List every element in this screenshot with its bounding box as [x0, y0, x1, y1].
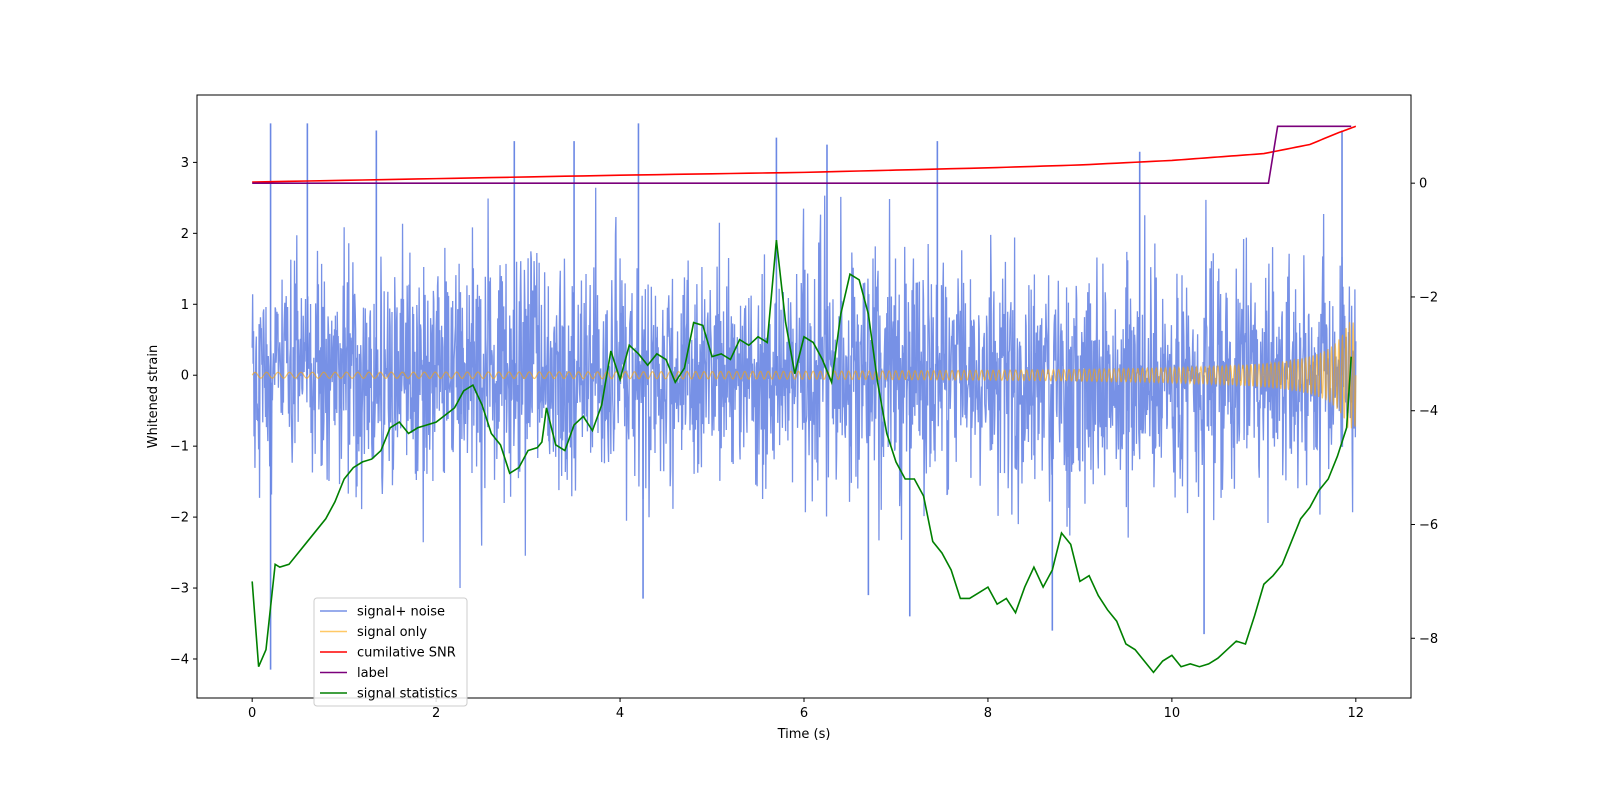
legend-label: cumilative SNR [357, 646, 456, 661]
y-tick-label: 1 [181, 298, 189, 313]
y-tick-label: 2 [181, 227, 189, 242]
x-tick-label: 6 [800, 706, 808, 721]
legend-label: signal statistics [357, 687, 458, 702]
y-tick-label: 0 [181, 369, 189, 384]
y-tick-label: −1 [170, 440, 189, 455]
x-tick-label: 10 [1164, 706, 1181, 721]
y-tick-label: −4 [170, 652, 189, 667]
legend: signal+ noise signal only cumilative SNR la… [313, 597, 468, 707]
y-axis-label: Whitened strain [146, 345, 161, 448]
series-label-line [252, 125, 1352, 184]
y2-tick-label: −4 [1419, 404, 1438, 419]
y2-tick-label: 0 [1419, 177, 1427, 192]
marks-layer [251, 123, 1357, 674]
y2-tick-label: −8 [1419, 632, 1438, 647]
legend-entry-label: label [320, 666, 388, 681]
y-tick-label: −2 [170, 511, 189, 526]
legend-box [313, 597, 468, 707]
x-tick-label: 0 [248, 706, 256, 721]
y-tick-label: −3 [170, 582, 189, 597]
x-axis-label: Time (s) [777, 727, 831, 742]
series-signal-only-line [251, 322, 1357, 429]
y-tick-label: 3 [181, 156, 189, 171]
legend-entry-signal-statistics: signal statistics [320, 687, 458, 702]
y2-tick-label: −2 [1419, 290, 1438, 305]
series-signal-statistics-line [251, 239, 1353, 674]
legend-entry-signal-only: signal only [320, 625, 427, 640]
series-cumulative-snr-line [252, 125, 1357, 183]
legend-label: signal only [357, 625, 427, 640]
legend-entry-cumulative-snr: cumilative SNR [320, 646, 456, 661]
y2-tick-label: −6 [1419, 518, 1438, 533]
x-tick-label: 4 [616, 706, 624, 721]
x-tick-label: 12 [1348, 706, 1365, 721]
legend-label: label [357, 666, 388, 681]
legend-entry-signal-noise: signal+ noise [320, 605, 445, 620]
legend-label: signal+ noise [357, 605, 445, 620]
series-signal-noise-line [251, 187, 1357, 589]
x-tick-label: 8 [984, 706, 992, 721]
x-tick-label: 2 [432, 706, 440, 721]
